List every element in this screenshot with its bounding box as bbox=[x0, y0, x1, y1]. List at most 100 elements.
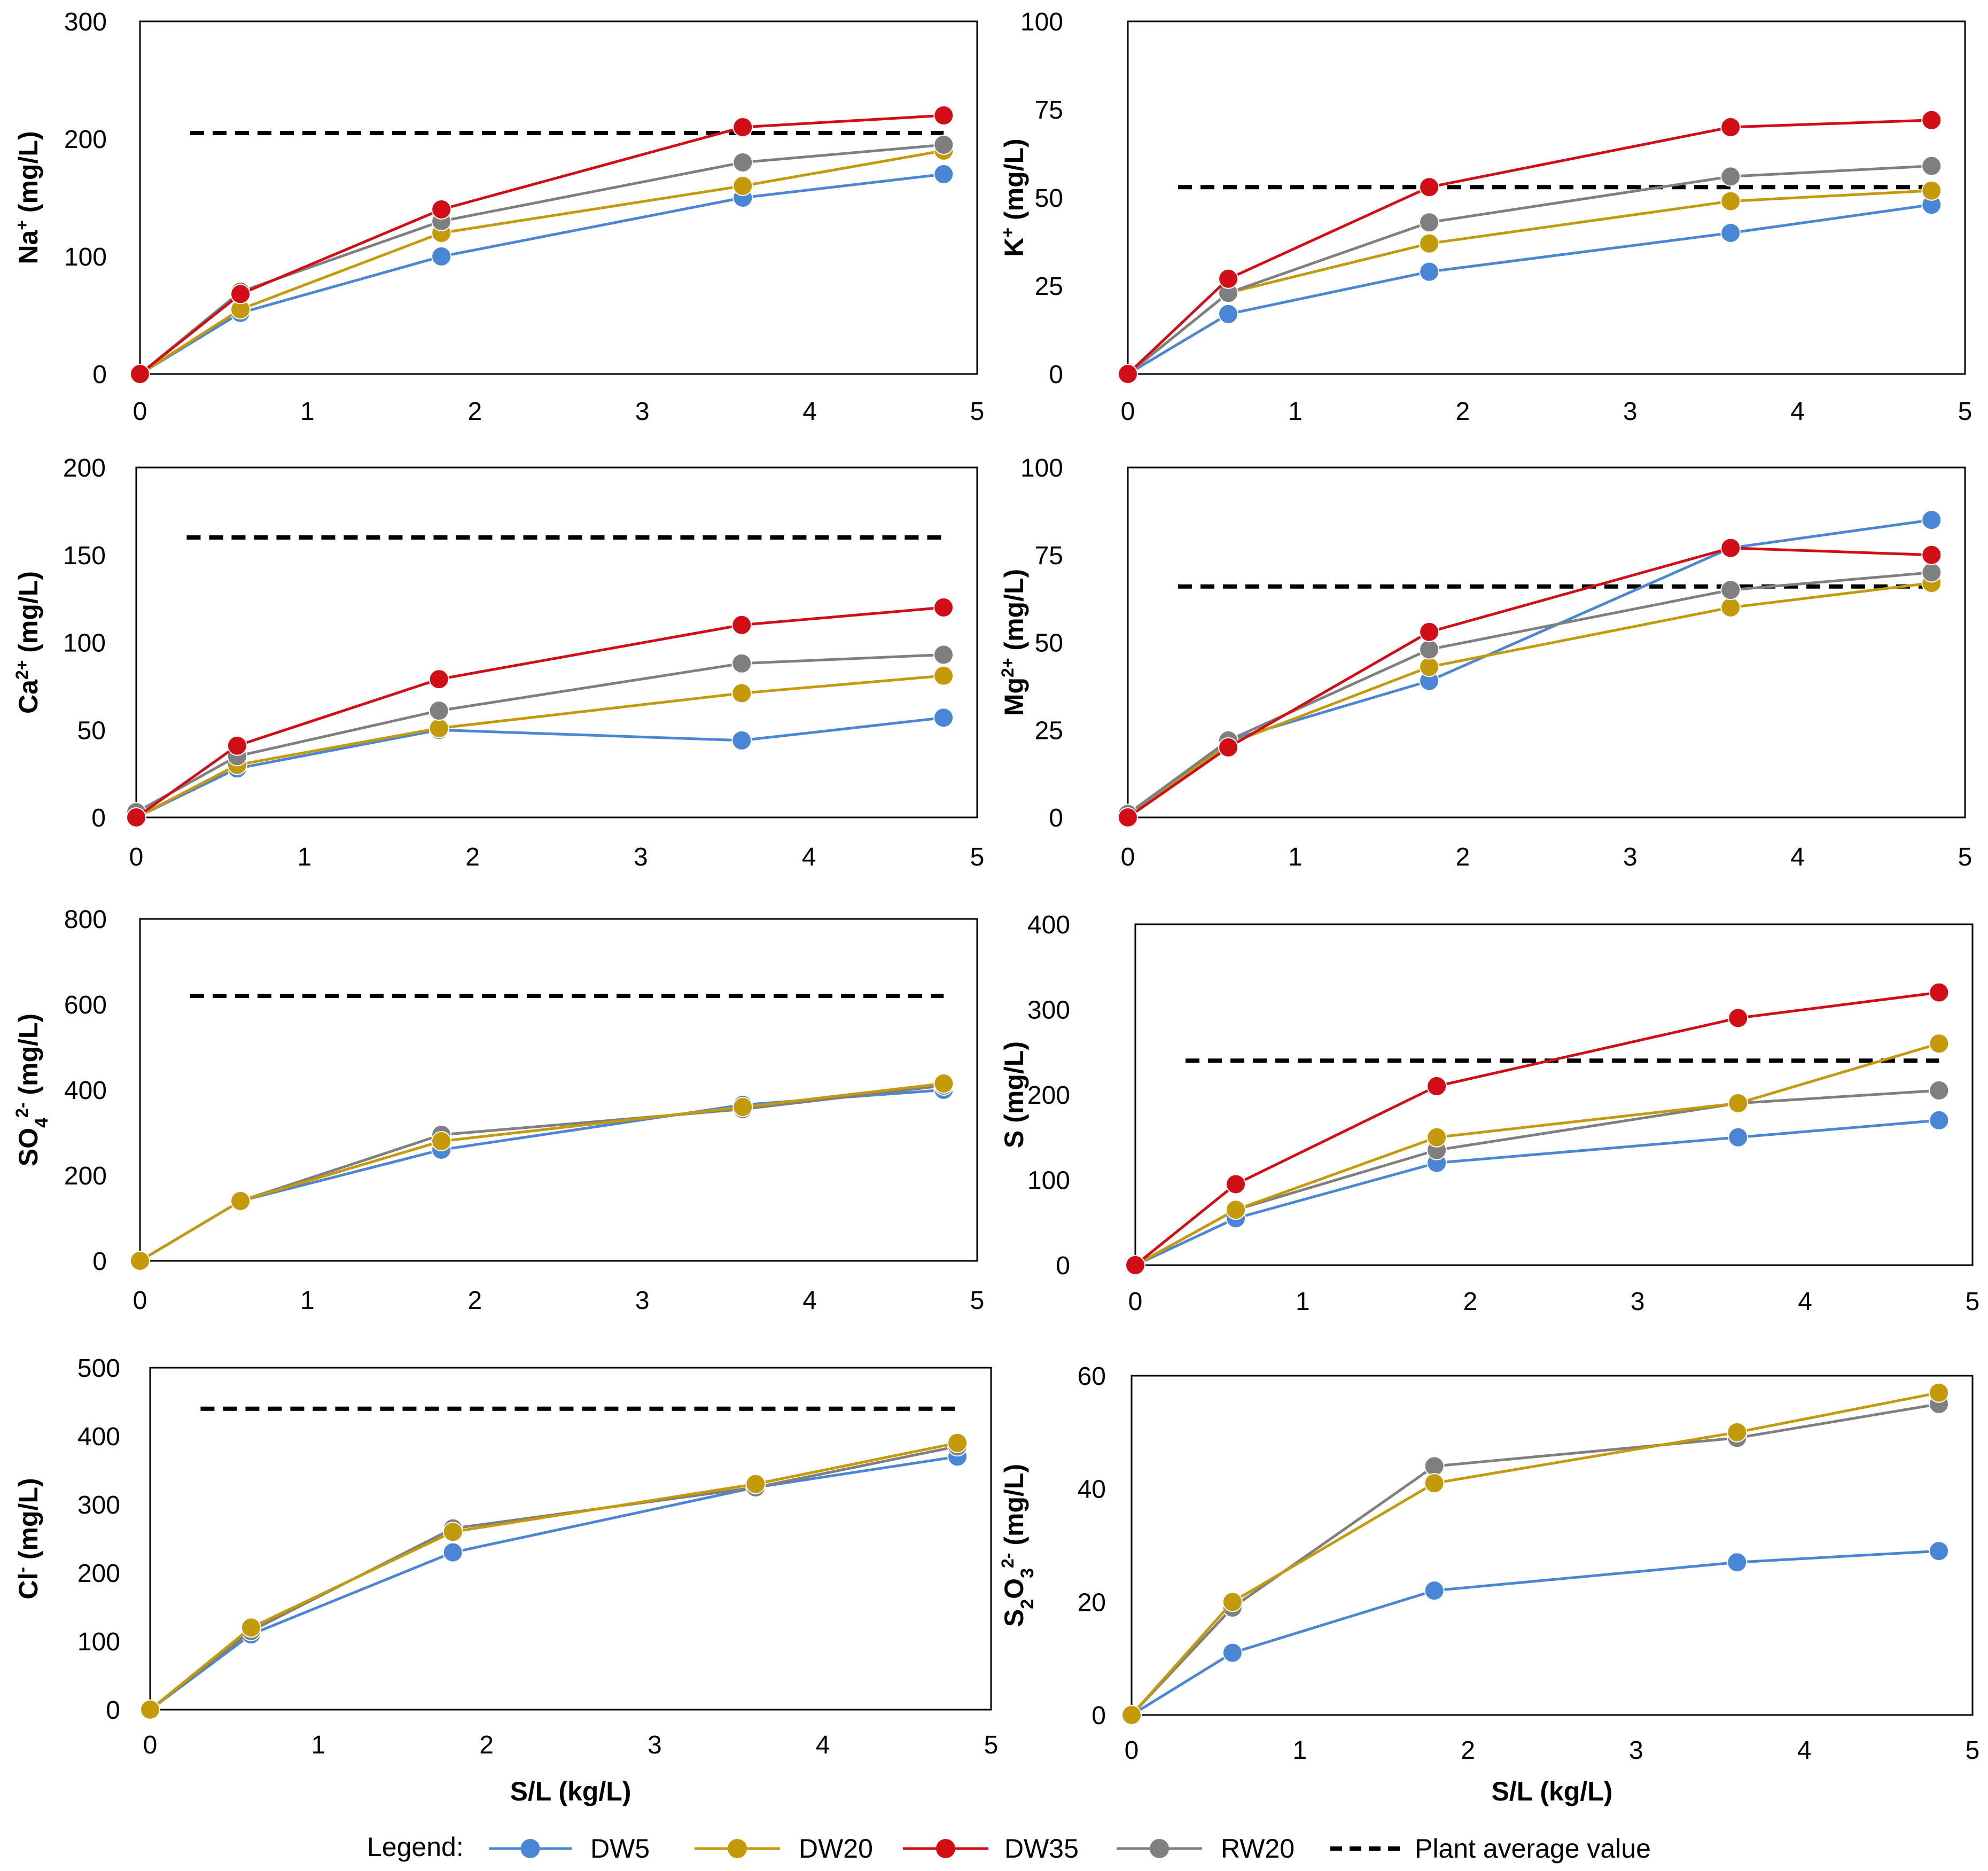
data-point bbox=[1419, 212, 1440, 233]
series-line bbox=[1131, 1549, 1939, 1717]
x-tick-label: 0 bbox=[143, 1731, 158, 1759]
legend-item-RW20: RW20 bbox=[1117, 1834, 1295, 1864]
legend-swatch-marker bbox=[936, 1839, 955, 1858]
series-line bbox=[139, 173, 944, 376]
data-point bbox=[731, 614, 752, 635]
data-point bbox=[1929, 1110, 1950, 1131]
y-tick-label: 100 bbox=[1020, 8, 1063, 36]
chart-panel-ca: 0 50 100 150 200 0 1 2 3 4 5 Ca2+ (mg/L) bbox=[12, 454, 984, 871]
series-line bbox=[139, 1088, 944, 1262]
plot-frame bbox=[1131, 1375, 1974, 1716]
x-tick-label: 2 bbox=[1461, 1736, 1475, 1765]
x-tick-label: 1 bbox=[300, 1287, 315, 1315]
y-tick-label: 0 bbox=[92, 1248, 107, 1276]
data-point bbox=[240, 1617, 261, 1638]
series-DW20 bbox=[130, 1073, 954, 1271]
data-point bbox=[1125, 1255, 1145, 1275]
chart-panel-cl: 0 100 200 300 400 500 0 1 2 3 4 5 Cl- (mg/L) S/L (kg/… bbox=[12, 1354, 998, 1806]
x-tick-label: 4 bbox=[802, 397, 817, 426]
y-tick-label: 0 bbox=[92, 361, 107, 389]
data-point bbox=[442, 1522, 463, 1542]
chart-panel-s: 0 100 200 300 400 0 1 2 3 4 5 S (mg/L) bbox=[999, 911, 1979, 1316]
data-point bbox=[442, 1542, 463, 1563]
x-tick-label: 4 bbox=[1790, 397, 1805, 426]
legend-item-plant: Plant average value bbox=[1330, 1834, 1651, 1864]
legend-label: DW20 bbox=[799, 1834, 873, 1864]
data-point bbox=[1921, 155, 1942, 176]
data-point bbox=[731, 730, 752, 751]
series-line bbox=[1127, 119, 1932, 375]
data-point bbox=[431, 246, 452, 267]
data-point bbox=[1727, 1552, 1748, 1573]
series-line bbox=[1134, 1119, 1939, 1267]
x-tick-label: 3 bbox=[1629, 1736, 1643, 1765]
series-line bbox=[149, 1441, 958, 1711]
data-point bbox=[1222, 1592, 1243, 1612]
data-point bbox=[431, 199, 452, 220]
x-tick-label: 5 bbox=[970, 397, 985, 426]
x-tick-label: 5 bbox=[1966, 1288, 1980, 1316]
data-point bbox=[428, 718, 449, 738]
plot-frame bbox=[135, 466, 978, 818]
data-point bbox=[732, 1097, 753, 1117]
x-tick-label: 1 bbox=[297, 843, 311, 871]
series-line bbox=[135, 716, 944, 819]
data-point bbox=[745, 1474, 766, 1494]
x-tick-label: 1 bbox=[300, 397, 315, 426]
x-tick-label: 4 bbox=[1798, 1288, 1812, 1316]
y-tick-label: 300 bbox=[77, 1491, 120, 1519]
legend-item-DW35: DW35 bbox=[903, 1834, 1079, 1864]
data-point bbox=[1728, 1008, 1749, 1028]
data-point bbox=[1226, 1174, 1246, 1195]
series-DW5 bbox=[1118, 510, 1942, 828]
data-point bbox=[431, 1131, 452, 1151]
chart-panel-na: 0 100 200 300 0 1 2 3 4 5 Na+ (mg/L) bbox=[12, 8, 984, 426]
y-tick-label: 200 bbox=[64, 126, 107, 154]
series-line bbox=[139, 143, 944, 375]
y-tick-label: 150 bbox=[63, 542, 106, 570]
data-point bbox=[1720, 223, 1741, 243]
y-tick-label: 200 bbox=[63, 454, 106, 482]
data-point bbox=[1419, 177, 1440, 198]
data-point bbox=[731, 683, 752, 704]
data-point bbox=[933, 135, 954, 155]
data-point bbox=[732, 152, 753, 173]
y-tick-label: 500 bbox=[77, 1354, 120, 1383]
data-point bbox=[1218, 268, 1239, 289]
y-tick-label: 600 bbox=[64, 991, 107, 1019]
data-point bbox=[947, 1432, 968, 1453]
y-tick-label: 200 bbox=[64, 1162, 107, 1190]
legend-item-DW5: DW5 bbox=[489, 1834, 650, 1864]
plot-frame bbox=[1134, 923, 1974, 1266]
y-tick-label: 400 bbox=[77, 1423, 120, 1451]
data-point bbox=[933, 164, 954, 184]
series-line bbox=[1127, 189, 1932, 375]
data-point bbox=[1727, 1422, 1748, 1443]
series-line bbox=[139, 1082, 944, 1262]
x-axis-label: S/L (kg/L) bbox=[1492, 1776, 1613, 1806]
y-tick-label: 400 bbox=[64, 1077, 107, 1105]
series-DW35 bbox=[126, 597, 954, 828]
plot-frame bbox=[149, 1367, 992, 1711]
chart-panel-so4: 0 200 400 600 800 0 1 2 3 4 5 SO42- (mg/L) bbox=[12, 906, 984, 1315]
x-tick-label: 4 bbox=[1797, 1736, 1812, 1765]
x-tick-label: 5 bbox=[970, 843, 985, 871]
x-tick-label: 3 bbox=[1623, 843, 1638, 871]
series-line bbox=[149, 1455, 958, 1711]
series-DW20 bbox=[130, 141, 954, 384]
x-tick-label: 2 bbox=[467, 397, 482, 426]
x-tick-label: 5 bbox=[1958, 843, 1973, 871]
x-tick-label: 1 bbox=[1292, 1736, 1307, 1765]
x-tick-label: 3 bbox=[648, 1731, 662, 1759]
legend: Legend: DW5 DW20 DW35 RW20 Plant average val… bbox=[367, 1832, 1651, 1864]
x-tick-label: 2 bbox=[1463, 1288, 1477, 1316]
legend-label: RW20 bbox=[1221, 1834, 1295, 1864]
y-tick-label: 800 bbox=[64, 906, 107, 934]
data-point bbox=[1419, 639, 1440, 660]
y-tick-label: 0 bbox=[1049, 804, 1063, 832]
legend-item-DW20: DW20 bbox=[695, 1834, 873, 1864]
series-line bbox=[149, 1445, 958, 1711]
x-tick-label: 5 bbox=[1966, 1736, 1980, 1765]
data-point bbox=[1419, 233, 1440, 254]
plot-frame bbox=[1127, 466, 1966, 818]
